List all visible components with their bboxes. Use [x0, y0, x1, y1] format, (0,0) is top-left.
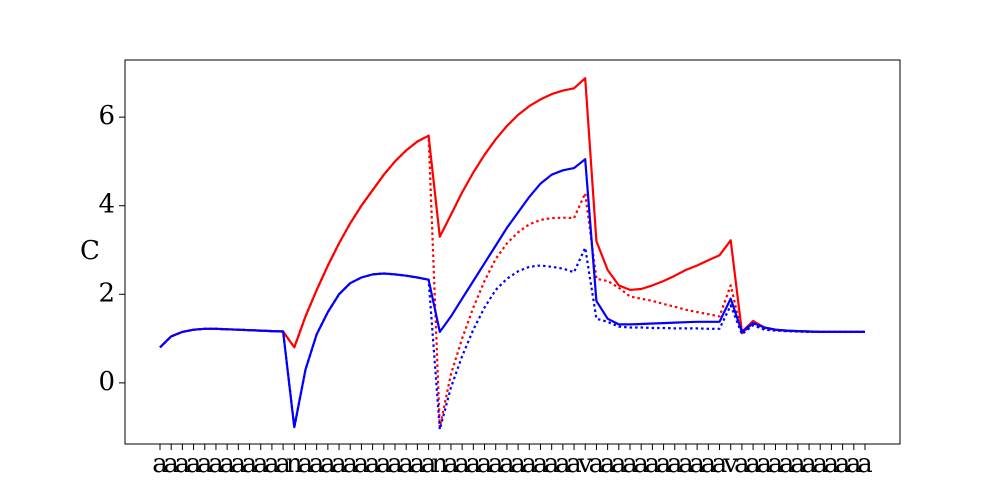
- x-tick-label: a: [566, 449, 582, 479]
- x-tick-label: a: [197, 449, 213, 479]
- x-tick-label: a: [801, 449, 817, 479]
- x-tick-label: a: [275, 449, 291, 479]
- x-tick-label: a: [454, 449, 470, 479]
- x-tick-label: a: [510, 449, 526, 479]
- x-tick-label: a: [633, 449, 649, 479]
- x-tick-label: a: [589, 449, 605, 479]
- x-tick-label: a: [208, 449, 224, 479]
- x-tick-label: a: [421, 449, 437, 479]
- y-tick-label: 0: [98, 367, 115, 397]
- x-tick-label: a: [600, 449, 616, 479]
- x-tick-label: a: [163, 449, 179, 479]
- series-line: [159, 77, 865, 349]
- x-tick-label: a: [701, 449, 717, 479]
- series-line: [159, 246, 865, 431]
- series-line: [159, 134, 865, 429]
- x-tick-label: a: [354, 449, 370, 479]
- x-tick-label: a: [846, 449, 862, 479]
- x-tick-label: a: [186, 449, 202, 479]
- series-line: [159, 158, 865, 429]
- x-tick-label: a: [555, 449, 571, 479]
- x-tick-label: a: [152, 449, 168, 479]
- x-tick-label: a: [342, 449, 358, 479]
- x-tick-label: a: [365, 449, 381, 479]
- x-tick-label: a: [544, 449, 560, 479]
- x-tick-label: a: [757, 449, 773, 479]
- x-tick-label: a: [387, 449, 403, 479]
- x-tick-label: a: [253, 449, 269, 479]
- y-axis-label: C: [80, 236, 100, 266]
- x-tick-label: a: [835, 449, 851, 479]
- x-tick-label: v: [722, 449, 738, 479]
- x-tick-label: a: [398, 449, 414, 479]
- x-tick-label: a: [242, 449, 258, 479]
- x-tick-label: a: [298, 449, 314, 479]
- x-tick-label: a: [522, 449, 538, 479]
- x-tick-label: a: [499, 449, 515, 479]
- x-tick-label: a: [320, 449, 336, 479]
- x-tick-label: n: [286, 449, 303, 479]
- x-tick-label: a: [466, 449, 482, 479]
- x-tick-label: a: [689, 449, 705, 479]
- x-tick-label: a: [611, 449, 627, 479]
- x-tick-label: v: [577, 449, 593, 479]
- x-tick-label: a: [790, 449, 806, 479]
- plot-frame: [124, 59, 901, 445]
- x-tick-label: a: [656, 449, 672, 479]
- x-tick-label: a: [678, 449, 694, 479]
- x-tick-label: a: [734, 449, 750, 479]
- x-tick-label: a: [231, 449, 247, 479]
- x-tick-label: a: [712, 449, 728, 479]
- x-tick-label: a: [175, 449, 191, 479]
- x-tick-label: a: [376, 449, 392, 479]
- x-tick-label: a: [410, 449, 426, 479]
- x-tick-label: a: [622, 449, 638, 479]
- x-tick-label: a: [219, 449, 235, 479]
- x-tick-label: a: [812, 449, 828, 479]
- y-tick-label: 6: [98, 101, 115, 131]
- x-tick-label: a: [857, 449, 873, 479]
- y-tick-label: 2: [98, 278, 115, 308]
- x-tick-label: n: [431, 449, 448, 479]
- x-tick-label: a: [488, 449, 504, 479]
- x-tick-label: a: [309, 449, 325, 479]
- x-tick-label: a: [443, 449, 459, 479]
- x-tick-label: a: [768, 449, 784, 479]
- x-tick-label: a: [824, 449, 840, 479]
- x-tick-label: a: [745, 449, 761, 479]
- x-tick-label: a: [533, 449, 549, 479]
- x-tick-label: a: [667, 449, 683, 479]
- x-tick-label: a: [779, 449, 795, 479]
- x-tick-label: a: [331, 449, 347, 479]
- x-tick-label: a: [645, 449, 661, 479]
- x-tick-label: a: [477, 449, 493, 479]
- x-tick-label: a: [264, 449, 280, 479]
- y-tick-label: 4: [98, 190, 115, 220]
